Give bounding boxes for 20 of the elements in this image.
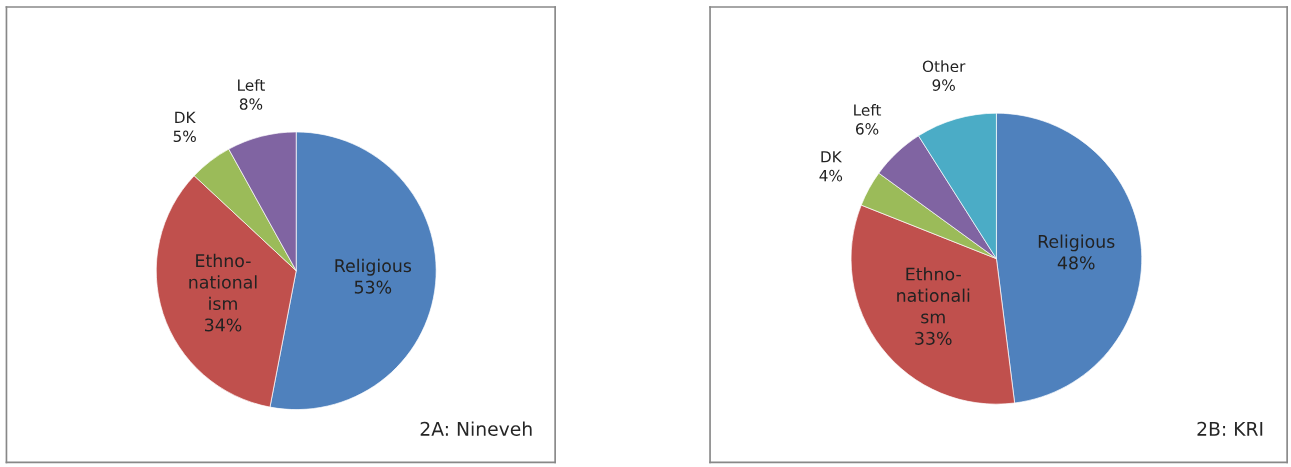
slice-label: Left bbox=[854, 104, 882, 116]
data-label: 9% bbox=[932, 79, 955, 91]
slice-label: Other bbox=[922, 60, 966, 73]
text: 2B: KRI bbox=[1197, 421, 1263, 436]
slice-label: Left bbox=[238, 79, 265, 91]
data-label: 48% bbox=[1057, 256, 1095, 270]
slice-label: DK bbox=[175, 111, 196, 123]
slice-label: Ethno- national ism bbox=[189, 253, 257, 311]
data-label: 34% bbox=[205, 318, 242, 332]
data-label: 8% bbox=[239, 98, 263, 110]
text: 2A: Nineveh bbox=[420, 421, 532, 436]
slice-label: Ethno- nationali sm bbox=[897, 267, 970, 324]
data-label: 6% bbox=[856, 123, 879, 135]
slice-label: Religious bbox=[335, 258, 412, 276]
slice-label: Religious bbox=[1038, 234, 1115, 252]
data-label: 4% bbox=[819, 169, 843, 182]
slice-label: DK bbox=[821, 151, 843, 163]
data-label: 53% bbox=[354, 280, 392, 294]
data-label: 33% bbox=[915, 331, 952, 345]
data-label: 5% bbox=[173, 130, 196, 143]
